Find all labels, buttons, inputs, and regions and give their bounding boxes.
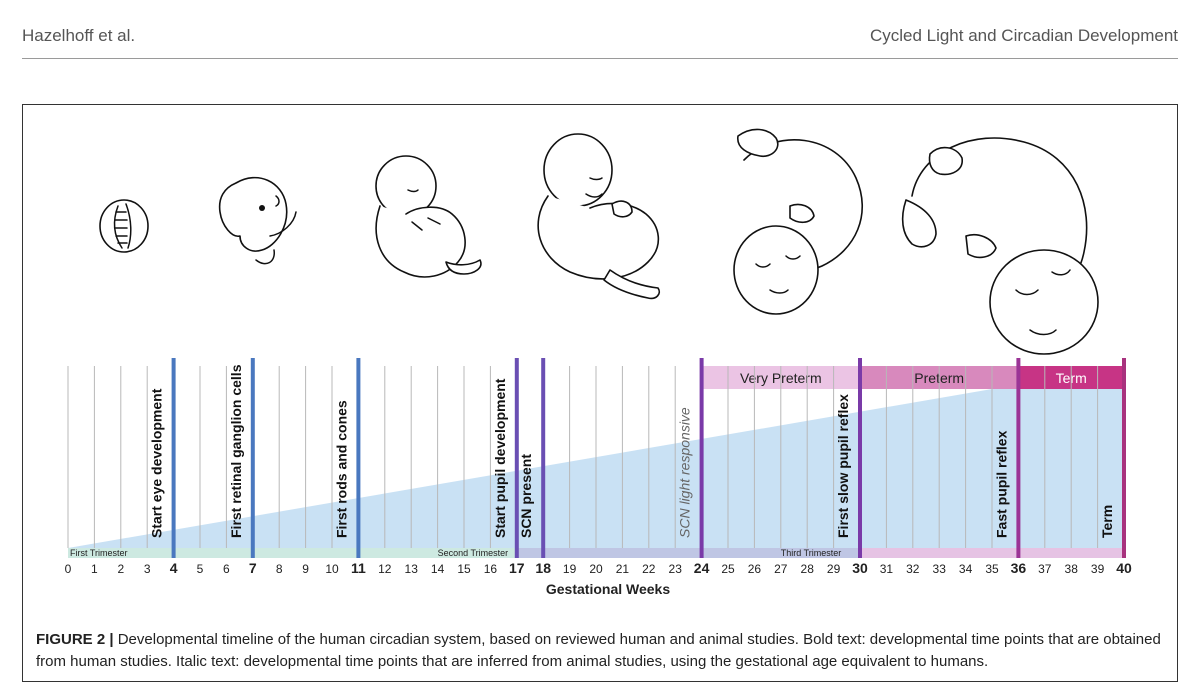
week-tick-label: 0 [65, 562, 72, 576]
milestone-label-week-36: Fast pupil reflex [993, 430, 1009, 538]
week-tick-label: 4 [170, 560, 178, 576]
week-tick-label: 16 [484, 562, 498, 576]
week-tick-label: 6 [223, 562, 230, 576]
week-tick-label: 9 [302, 562, 309, 576]
embryo-week-7-illustration [218, 176, 297, 265]
milestone-label-week-18: SCN present [518, 454, 534, 538]
milestone-label-week-24: SCN light responsive [677, 407, 693, 538]
week-tick-label: 33 [933, 562, 947, 576]
week-tick-label: 15 [457, 562, 471, 576]
fetus-week-11-illustration [375, 155, 482, 278]
week-tick-label: 25 [721, 562, 735, 576]
week-tick-label: 26 [748, 562, 762, 576]
week-tick-label: 7 [249, 560, 257, 576]
figure-caption: FIGURE 2 | Developmental timeline of the… [36, 629, 1166, 673]
week-tick-label: 12 [378, 562, 392, 576]
week-tick-label: 27 [774, 562, 788, 576]
week-tick-label: 38 [1065, 562, 1079, 576]
trimester-label: First Trimester [70, 548, 128, 558]
week-tick-label: 29 [827, 562, 841, 576]
week-tick-label: 37 [1038, 562, 1052, 576]
week-tick-label: 40 [1116, 560, 1132, 576]
week-tick-label: 17 [509, 560, 525, 576]
week-tick-label: 20 [589, 562, 603, 576]
trimester-bar-first-trimester [68, 548, 517, 558]
week-tick-label: 11 [351, 560, 366, 576]
week-tick-label: 31 [880, 562, 894, 576]
fetus-week-17-illustration [537, 133, 661, 300]
milestone-label-week-30: First slow pupil reflex [835, 394, 851, 538]
milestone-label-week-7: First retinal ganglion cells [228, 364, 244, 538]
week-tick-label: 34 [959, 562, 973, 576]
week-tick-label: 1 [91, 562, 98, 576]
fetus-term-illustration [901, 137, 1099, 355]
week-tick-label: 35 [985, 562, 999, 576]
week-tick-label: 32 [906, 562, 920, 576]
week-tick-label: 22 [642, 562, 656, 576]
week-tick-label: 3 [144, 562, 151, 576]
week-tick-label: 23 [669, 562, 683, 576]
week-tick-label: 24 [694, 560, 710, 576]
week-tick-label: 19 [563, 562, 577, 576]
caption-text: Developmental timeline of the human circ… [36, 631, 1161, 670]
week-tick-label: 13 [405, 562, 419, 576]
week-tick-label: 28 [801, 562, 815, 576]
header-rule [22, 58, 1178, 59]
week-tick-label: 36 [1011, 560, 1027, 576]
week-tick-label: 18 [535, 560, 551, 576]
milestone-label-week-17: Start pupil development [492, 378, 508, 538]
week-tick-label: 21 [616, 562, 630, 576]
caption-label: FIGURE 2 | [36, 631, 114, 648]
milestone-label-week-11: First rods and cones [333, 400, 349, 538]
running-header-title: Cycled Light and Circadian Development [869, 26, 1178, 45]
running-header-authors: Hazelhoff et al. [22, 26, 136, 45]
fetus-week-24-illustration [733, 128, 864, 315]
week-tick-label: 30 [852, 560, 868, 576]
week-tick-label: 39 [1091, 562, 1105, 576]
week-tick-label: 14 [431, 562, 445, 576]
milestone-label-week-40: Term [1099, 505, 1115, 538]
figure-frame [22, 104, 1178, 682]
x-axis-title: Gestational Weeks [546, 581, 670, 597]
trimester-label: Second Trimester [438, 548, 509, 558]
week-tick-label: 2 [117, 562, 124, 576]
week-tick-label: 5 [197, 562, 204, 576]
trimester-bar-third-trimester [860, 548, 1124, 558]
trimester-bar-second-trimester [516, 548, 860, 558]
trimester-label: Third Trimester [781, 548, 842, 558]
embryo-week-4-illustration [99, 199, 149, 253]
milestone-label-week-4: Start eye development [149, 388, 165, 538]
week-tick-label: 10 [325, 562, 339, 576]
week-tick-label: 8 [276, 562, 283, 576]
